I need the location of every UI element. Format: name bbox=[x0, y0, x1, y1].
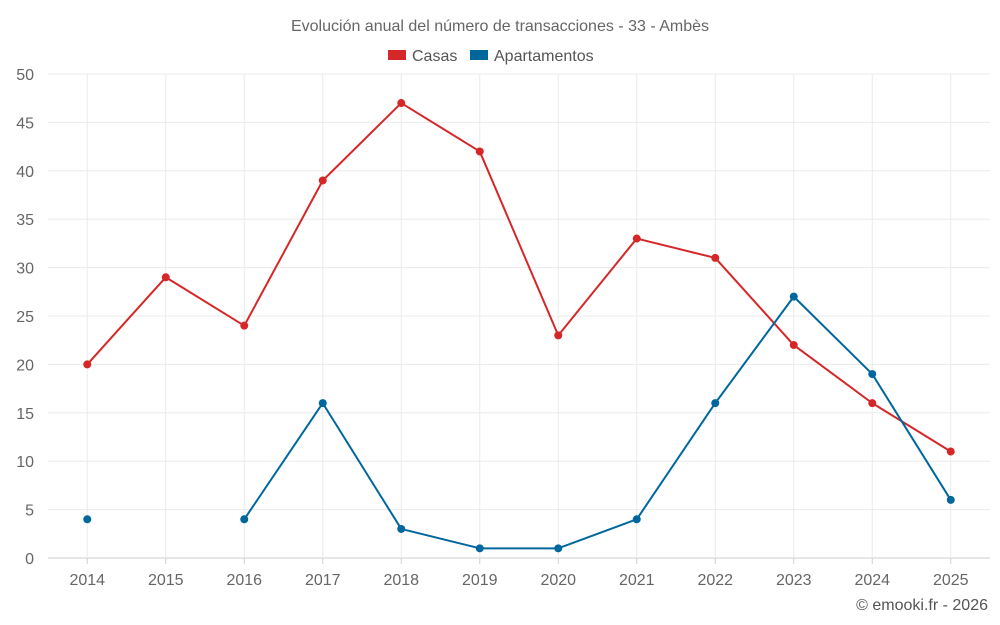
y-axis: 0 5 10 15 20 25 30 35 40 45 50 bbox=[16, 67, 34, 568]
data-point-apartamentos[interactable] bbox=[397, 524, 406, 533]
series-casas bbox=[83, 99, 955, 456]
x-tick-label: 2014 bbox=[69, 572, 105, 589]
series-line-apartamentos bbox=[243, 295, 952, 550]
legend-swatch-casas bbox=[388, 50, 406, 60]
data-point-casas[interactable] bbox=[868, 399, 877, 408]
data-point-apartamentos[interactable] bbox=[946, 495, 955, 504]
y-tick-label: 10 bbox=[16, 454, 34, 471]
credit-text: © emooki.fr - 2026 bbox=[856, 597, 988, 614]
series-layer bbox=[83, 99, 955, 553]
data-point-casas[interactable] bbox=[554, 331, 563, 340]
x-tick-label: 2025 bbox=[933, 572, 969, 589]
series-line-casas bbox=[86, 102, 952, 453]
y-tick-label: 50 bbox=[16, 67, 34, 84]
data-point-casas[interactable] bbox=[946, 447, 955, 456]
y-tick-label: 20 bbox=[16, 357, 34, 374]
data-point-casas[interactable] bbox=[397, 99, 406, 108]
data-point-apartamentos[interactable] bbox=[632, 515, 641, 524]
series-apartamentos bbox=[83, 292, 955, 553]
y-tick-label: 5 bbox=[25, 503, 34, 520]
x-axis: 2014 2015 2016 2017 2018 2019 2020 2021 2022 2023… bbox=[69, 572, 968, 589]
data-point-casas[interactable] bbox=[161, 273, 170, 282]
y-tick-label: 15 bbox=[16, 406, 34, 423]
data-point-apartamentos[interactable] bbox=[240, 515, 249, 524]
data-point-apartamentos[interactable] bbox=[711, 399, 720, 408]
data-point-apartamentos[interactable] bbox=[83, 515, 92, 524]
x-tick-label: 2017 bbox=[305, 572, 341, 589]
x-tick-label: 2020 bbox=[540, 572, 576, 589]
x-tick-label: 2019 bbox=[462, 572, 498, 589]
x-tick-label: 2015 bbox=[148, 572, 184, 589]
legend-label-casas[interactable]: Casas bbox=[412, 48, 457, 65]
y-tick-label: 25 bbox=[16, 309, 34, 326]
x-tick-label: 2018 bbox=[383, 572, 419, 589]
data-point-apartamentos[interactable] bbox=[868, 370, 877, 379]
x-tick-label: 2023 bbox=[776, 572, 812, 589]
x-tick-label: 2021 bbox=[619, 572, 655, 589]
grid bbox=[48, 73, 990, 564]
y-tick-label: 40 bbox=[16, 164, 34, 181]
data-point-apartamentos[interactable] bbox=[318, 399, 327, 408]
data-point-casas[interactable] bbox=[475, 147, 484, 156]
data-point-apartamentos[interactable] bbox=[475, 544, 484, 553]
data-point-casas[interactable] bbox=[240, 321, 249, 330]
legend: Casas Apartamentos bbox=[388, 48, 594, 65]
data-point-casas[interactable] bbox=[711, 253, 720, 262]
data-point-casas[interactable] bbox=[789, 341, 798, 350]
legend-swatch-apartamentos bbox=[470, 50, 488, 60]
data-point-apartamentos[interactable] bbox=[554, 544, 563, 553]
data-point-casas[interactable] bbox=[632, 234, 641, 243]
y-tick-label: 45 bbox=[16, 115, 34, 132]
y-tick-label: 0 bbox=[25, 551, 34, 568]
legend-label-apartamentos[interactable]: Apartamentos bbox=[494, 48, 594, 65]
data-point-casas[interactable] bbox=[83, 360, 92, 369]
chart-title: Evolución anual del número de transaccio… bbox=[291, 18, 709, 35]
data-point-apartamentos[interactable] bbox=[789, 292, 798, 301]
x-tick-label: 2016 bbox=[226, 572, 262, 589]
y-tick-label: 30 bbox=[16, 261, 34, 278]
x-tick-label: 2024 bbox=[854, 572, 890, 589]
x-tick-label: 2022 bbox=[697, 572, 733, 589]
data-point-casas[interactable] bbox=[318, 176, 327, 185]
y-tick-label: 35 bbox=[16, 212, 34, 229]
